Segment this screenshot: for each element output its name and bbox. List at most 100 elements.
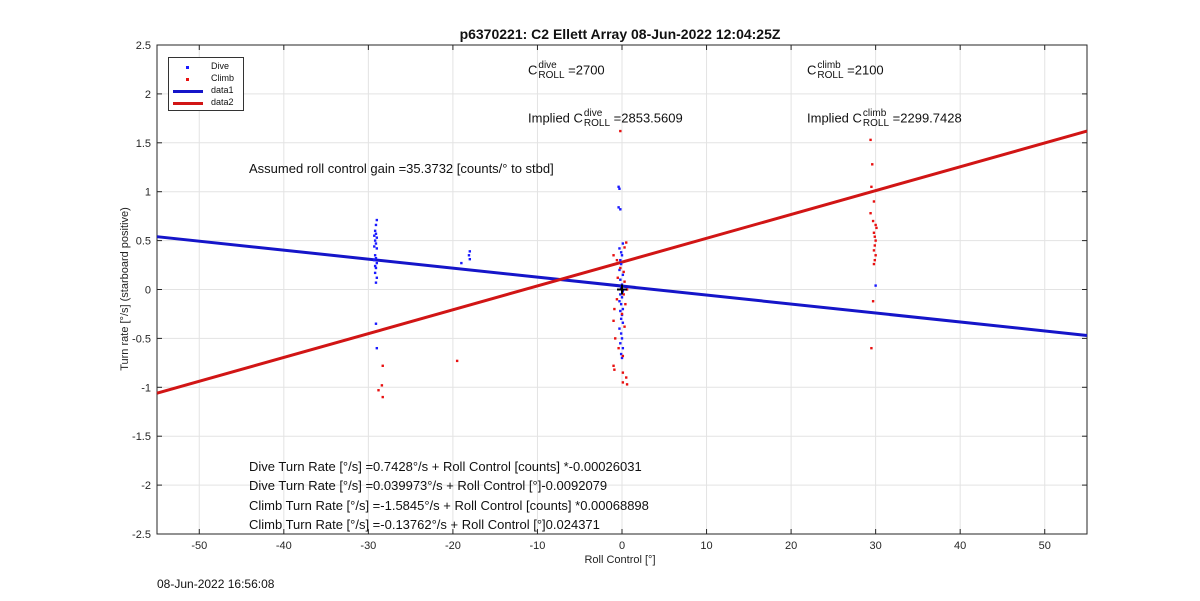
point-climb bbox=[872, 200, 876, 203]
point-climb bbox=[873, 244, 876, 247]
point-dive bbox=[621, 307, 625, 311]
point-climb bbox=[869, 138, 872, 142]
point-dive bbox=[375, 261, 379, 265]
point-dive bbox=[619, 293, 622, 296]
point-climb bbox=[614, 337, 617, 340]
point-dive bbox=[618, 268, 621, 272]
point-dive bbox=[618, 247, 621, 250]
point-climb bbox=[621, 371, 625, 374]
point-dive bbox=[619, 342, 622, 345]
point-climb bbox=[874, 254, 877, 257]
point-dive bbox=[618, 300, 621, 303]
point-dive bbox=[619, 352, 623, 356]
point-climb bbox=[869, 212, 872, 215]
fit-line-data2 bbox=[156, 129, 1088, 395]
point-climb bbox=[871, 219, 875, 223]
point-climb bbox=[381, 364, 384, 367]
point-dive bbox=[373, 254, 377, 257]
point-dive bbox=[619, 317, 623, 321]
y-tick-label: 1.5 bbox=[136, 138, 151, 150]
y-axis-label: Turn rate [°/s] (starboard positive) bbox=[119, 207, 131, 371]
legend-data2-line bbox=[173, 102, 203, 105]
axes: -50 -40 -30 -20 -10 0 10 20 30 40 50-2.5-2-1.5-1-0… bbox=[132, 40, 1088, 552]
x-tick-label: -30 bbox=[360, 540, 376, 552]
point-dive bbox=[620, 356, 624, 360]
point-climb bbox=[870, 346, 873, 350]
point-dive bbox=[375, 346, 379, 350]
point-dive bbox=[375, 236, 379, 239]
point-climb bbox=[617, 346, 620, 350]
point-dive bbox=[620, 296, 624, 299]
legend-item-data1: data1 bbox=[169, 85, 243, 97]
x-tick-label: 40 bbox=[954, 540, 966, 552]
point-climb bbox=[874, 239, 877, 242]
point-dive bbox=[374, 281, 378, 284]
point-dive bbox=[621, 273, 625, 277]
point-dive bbox=[617, 185, 620, 189]
point-dive bbox=[619, 251, 623, 254]
dive-equation-degrees: Dive Turn Rate [°/s] =0.039973°/s + Roll… bbox=[249, 478, 608, 493]
point-dive bbox=[619, 278, 622, 281]
point-climb bbox=[612, 254, 615, 257]
climb-equation-degrees: Climb Turn Rate [°/s] =-0.13762°/s + Rol… bbox=[249, 517, 600, 532]
y-tick-label: -2.5 bbox=[132, 529, 151, 541]
point-dive bbox=[374, 322, 378, 325]
x-axis-label: Roll Control [°] bbox=[584, 554, 656, 566]
point-dive bbox=[373, 264, 377, 268]
point-climb bbox=[872, 249, 876, 252]
point-climb bbox=[621, 354, 625, 358]
y-tick-label: 2 bbox=[145, 89, 151, 101]
y-tick-label: 1 bbox=[145, 187, 151, 199]
point-climb bbox=[624, 302, 627, 306]
point-dive bbox=[374, 257, 378, 260]
x-tick-label: -40 bbox=[276, 540, 292, 552]
point-climb bbox=[625, 241, 628, 244]
point-climb bbox=[625, 288, 629, 291]
y-tick-label: 2.5 bbox=[136, 40, 151, 52]
point-dive bbox=[373, 234, 376, 237]
point-climb bbox=[870, 185, 873, 189]
x-tick-label: -20 bbox=[445, 540, 461, 552]
point-dive bbox=[373, 239, 377, 242]
point-dive bbox=[375, 276, 379, 279]
point-climb bbox=[873, 235, 876, 238]
point-climb bbox=[620, 312, 624, 316]
point-climb bbox=[871, 163, 874, 166]
y-tick-label: -1.5 bbox=[132, 431, 151, 443]
point-dive bbox=[375, 247, 379, 250]
point-climb bbox=[874, 223, 877, 227]
point-climb bbox=[625, 376, 628, 379]
point-dive bbox=[621, 242, 625, 245]
dive-equation-counts: Dive Turn Rate [°/s] =0.7428°/s + Roll C… bbox=[249, 459, 642, 474]
point-climb bbox=[623, 280, 626, 283]
point-climb bbox=[621, 381, 625, 384]
point-dive bbox=[620, 254, 624, 257]
point-dive bbox=[620, 337, 624, 340]
point-climb bbox=[377, 389, 380, 392]
point-dive bbox=[467, 254, 471, 257]
point-dive bbox=[621, 346, 625, 350]
y-tick-label: 0 bbox=[145, 285, 151, 297]
point-climb bbox=[612, 364, 615, 367]
point-dive bbox=[619, 332, 623, 335]
point-dive bbox=[374, 242, 378, 245]
point-dive bbox=[373, 271, 377, 275]
x-tick-label: 0 bbox=[619, 540, 625, 552]
roll-gain-annotation: Assumed roll control gain =35.3732 [coun… bbox=[249, 161, 554, 176]
point-climb bbox=[622, 270, 625, 274]
point-climb bbox=[623, 325, 626, 328]
y-tick-label: -2 bbox=[141, 480, 151, 492]
point-climb bbox=[380, 384, 384, 387]
point-climb bbox=[619, 129, 622, 133]
legend-climb-label: Climb bbox=[211, 73, 235, 83]
x-tick-label: 10 bbox=[700, 540, 712, 552]
point-dive bbox=[618, 187, 621, 190]
point-dive bbox=[374, 223, 378, 227]
x-tick-label: -10 bbox=[530, 540, 546, 552]
point-climb bbox=[622, 293, 625, 296]
legend-item-data2: data2 bbox=[169, 97, 243, 109]
